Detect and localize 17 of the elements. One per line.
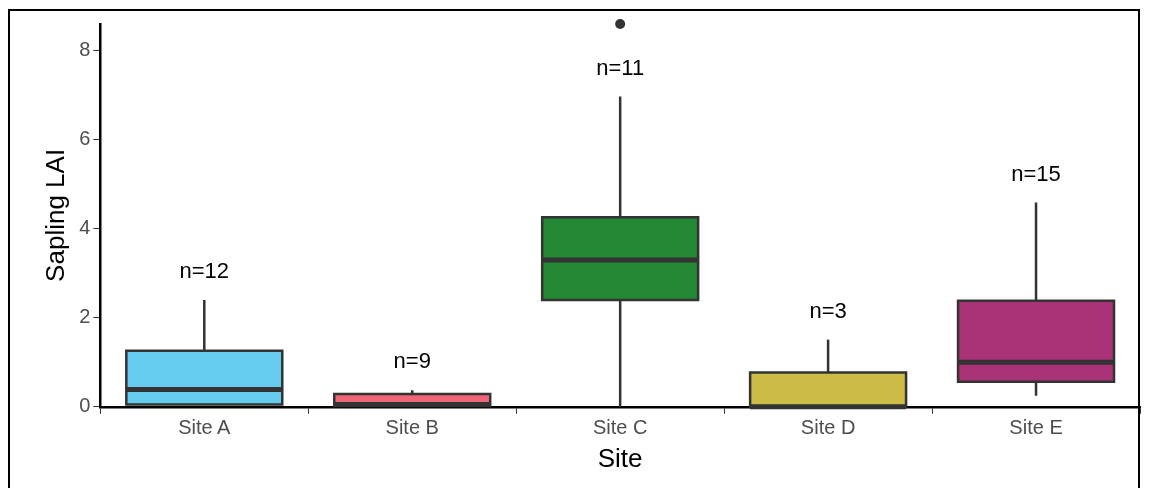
x-tick-label: Site B [385, 416, 439, 439]
x-tick-label: Site C [592, 416, 648, 439]
y-tick-label: 4 [79, 216, 91, 239]
annotation: n=9 [393, 348, 431, 374]
y-axis-title: Sapling LAI [39, 148, 70, 282]
y-tick-label: 8 [79, 38, 91, 61]
y-tick-label: 0 [79, 394, 91, 417]
annotation: n=12 [179, 258, 230, 284]
x-axis-title: Site [597, 442, 643, 473]
x-tick-label: Site E [1009, 416, 1063, 439]
annotation: n=15 [1011, 160, 1061, 186]
y-tick-label: 2 [79, 305, 91, 328]
annotation: n=11 [596, 54, 645, 80]
x-tick-label: Site A [178, 416, 232, 439]
annotation: n=3 [809, 297, 847, 323]
x-tick-label: Site D [800, 416, 856, 439]
y-tick-label: 6 [79, 127, 91, 150]
